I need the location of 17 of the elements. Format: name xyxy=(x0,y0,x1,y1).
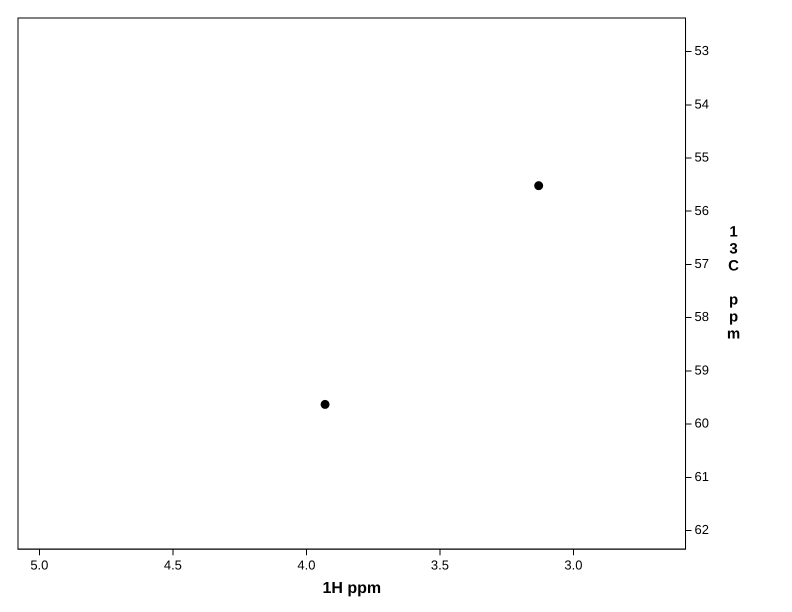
y-tick-label: 58 xyxy=(694,309,710,324)
y-tick-label: 62 xyxy=(694,522,710,538)
x-tick-label: 4.5 xyxy=(164,558,182,573)
x-tick-label: 4.0 xyxy=(297,558,316,573)
y-tick-label: 56 xyxy=(694,202,710,218)
y-tick-label: 60 xyxy=(694,416,710,431)
y-tick-label: 59 xyxy=(694,362,710,378)
y-tick-label: 54 xyxy=(694,96,710,112)
x-tick-label: 3.0 xyxy=(564,558,582,573)
x-tick-label: 3.5 xyxy=(430,558,449,573)
y-tick-label: 61 xyxy=(694,468,710,484)
y-tick-label: 55 xyxy=(694,150,710,165)
x-tick-label: 5.0 xyxy=(30,558,48,573)
y-tick-label: 57 xyxy=(694,256,710,272)
y-axis-title: 13C ppm xyxy=(726,224,740,343)
y-tick-label: 53 xyxy=(694,43,710,58)
x-axis-title: 1H ppm xyxy=(322,580,382,597)
